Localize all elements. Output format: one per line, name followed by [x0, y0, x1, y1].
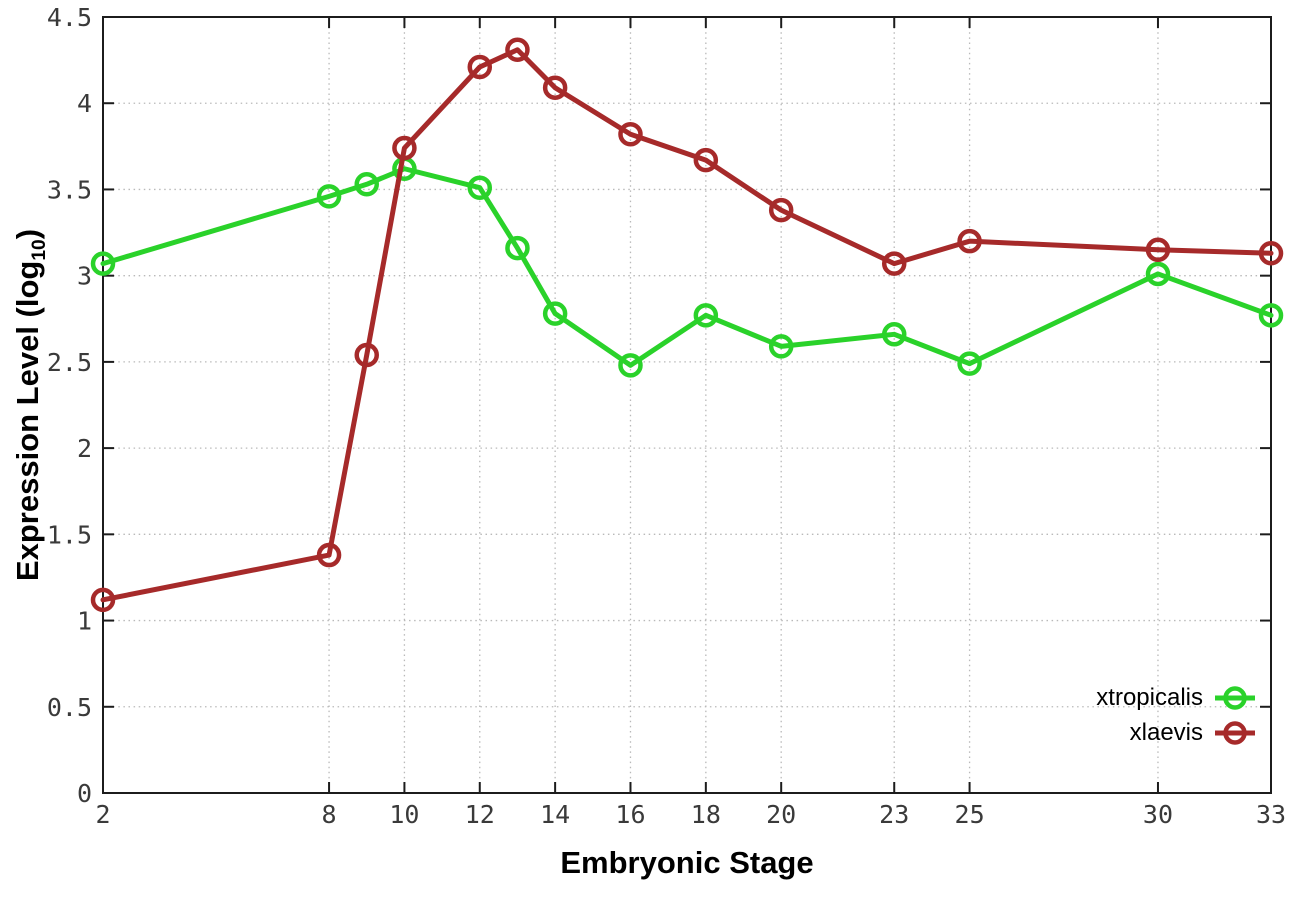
data-point-xtropicalis-stage-13 — [505, 235, 530, 261]
data-point-xtropicalis-stage-20 — [768, 334, 794, 359]
svg-text:2.5: 2.5 — [47, 348, 92, 377]
data-point-xtropicalis-stage-8 — [316, 184, 342, 209]
series-line-xtropicalis — [100, 166, 1274, 368]
y-axis-title-text: Expression Level (log — [10, 260, 45, 582]
data-point-xlaevis-stage-13 — [505, 37, 530, 63]
data-point-xlaevis-stage-30 — [1145, 237, 1171, 263]
svg-text:4.5: 4.5 — [47, 3, 92, 32]
svg-text:1: 1 — [77, 607, 92, 636]
series-line-xlaevis — [100, 47, 1274, 603]
svg-text:20: 20 — [766, 800, 796, 829]
data-point-xtropicalis-stage-9 — [354, 172, 379, 197]
svg-text:18: 18 — [691, 800, 721, 829]
data-point-xtropicalis-stage-18 — [693, 303, 719, 328]
data-point-xtropicalis-stage-33 — [1258, 303, 1284, 328]
svg-text:3.5: 3.5 — [47, 175, 92, 204]
x-tick-labels: 2 8 10 12 14 16 18 20 23 25 30 33 — [95, 800, 1286, 829]
legend-item-xtropicalis: xtropicalis — [1096, 680, 1258, 715]
svg-text:2: 2 — [77, 434, 92, 463]
series-xlaevis — [90, 37, 1284, 613]
data-point-xtropicalis-stage-16 — [618, 353, 643, 378]
svg-text:23: 23 — [879, 800, 909, 829]
svg-text:30: 30 — [1143, 800, 1173, 829]
data-point-xlaevis-stage-25 — [957, 228, 982, 254]
data-point-xlaevis-stage-14 — [542, 75, 568, 100]
data-point-xlaevis-stage-23 — [881, 251, 907, 276]
grid-lines — [103, 17, 1271, 793]
data-point-xlaevis-stage-16 — [618, 122, 643, 147]
legend: xtropicalis xlaevis — [1096, 680, 1258, 750]
y-tick-labels: 0 0.5 1 1.5 2 2.5 3 3.5 4 4.5 — [47, 3, 92, 808]
data-point-xlaevis-stage-2 — [90, 587, 116, 613]
data-point-xlaevis-stage-12 — [467, 54, 493, 80]
xlaevis-line-marker-icon — [1215, 720, 1255, 745]
data-point-xtropicalis-stage-30 — [1145, 261, 1171, 287]
data-point-xlaevis-stage-8 — [316, 542, 342, 568]
data-point-xtropicalis-stage-2 — [90, 251, 116, 276]
data-point-xtropicalis-stage-14 — [542, 301, 568, 326]
y-axis-title-suffix: ) — [10, 228, 45, 240]
data-point-xlaevis-stage-10 — [392, 135, 417, 161]
svg-text:0.5: 0.5 — [47, 693, 92, 722]
svg-text:10: 10 — [389, 800, 419, 829]
data-point-xtropicalis-stage-25 — [957, 351, 982, 376]
svg-text:25: 25 — [955, 800, 985, 829]
y-axis-title: Expression Level (log10) — [10, 228, 50, 582]
legend-item-xlaevis: xlaevis — [1130, 715, 1258, 750]
legend-label-xlaevis: xlaevis — [1129, 718, 1203, 746]
svg-text:0: 0 — [77, 779, 92, 808]
svg-text:33: 33 — [1256, 800, 1286, 829]
legend-label-xtropicalis: xtropicalis — [1096, 683, 1203, 711]
series-xtropicalis — [90, 156, 1284, 378]
x-axis-title: Embryonic Stage — [560, 845, 814, 880]
xtropicalis-line-marker-icon — [1215, 685, 1255, 710]
data-point-xtropicalis-stage-12 — [467, 175, 493, 200]
data-point-xtropicalis-stage-23 — [881, 322, 907, 347]
plot-border-and-ticks — [102, 16, 1272, 794]
svg-text:12: 12 — [465, 800, 495, 829]
svg-text:16: 16 — [615, 800, 645, 829]
y-axis-title-subscript: 10 — [29, 239, 51, 261]
svg-text:14: 14 — [540, 800, 570, 829]
svg-text:3: 3 — [77, 262, 92, 291]
data-point-xlaevis-stage-20 — [768, 197, 794, 223]
svg-text:1.5: 1.5 — [47, 520, 92, 549]
svg-text:8: 8 — [322, 800, 337, 829]
svg-text:4: 4 — [77, 89, 92, 118]
svg-text:2: 2 — [95, 800, 110, 829]
data-point-xlaevis-stage-18 — [693, 147, 719, 173]
data-point-xlaevis-stage-33 — [1258, 241, 1284, 266]
data-point-xlaevis-stage-9 — [354, 342, 379, 368]
